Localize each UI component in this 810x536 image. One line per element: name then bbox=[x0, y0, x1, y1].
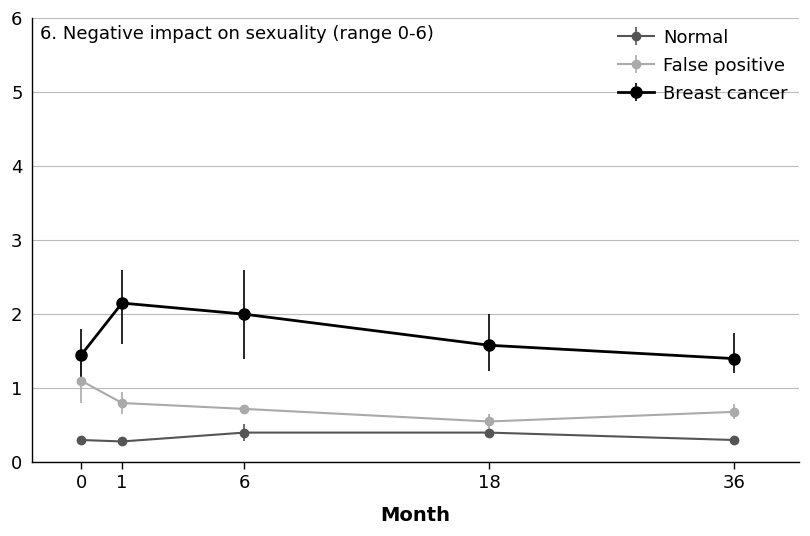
X-axis label: Month: Month bbox=[381, 506, 450, 525]
Text: 6. Negative impact on sexuality (range 0-6): 6. Negative impact on sexuality (range 0… bbox=[40, 25, 434, 43]
Legend: Normal, False positive, Breast cancer: Normal, False positive, Breast cancer bbox=[611, 22, 795, 110]
